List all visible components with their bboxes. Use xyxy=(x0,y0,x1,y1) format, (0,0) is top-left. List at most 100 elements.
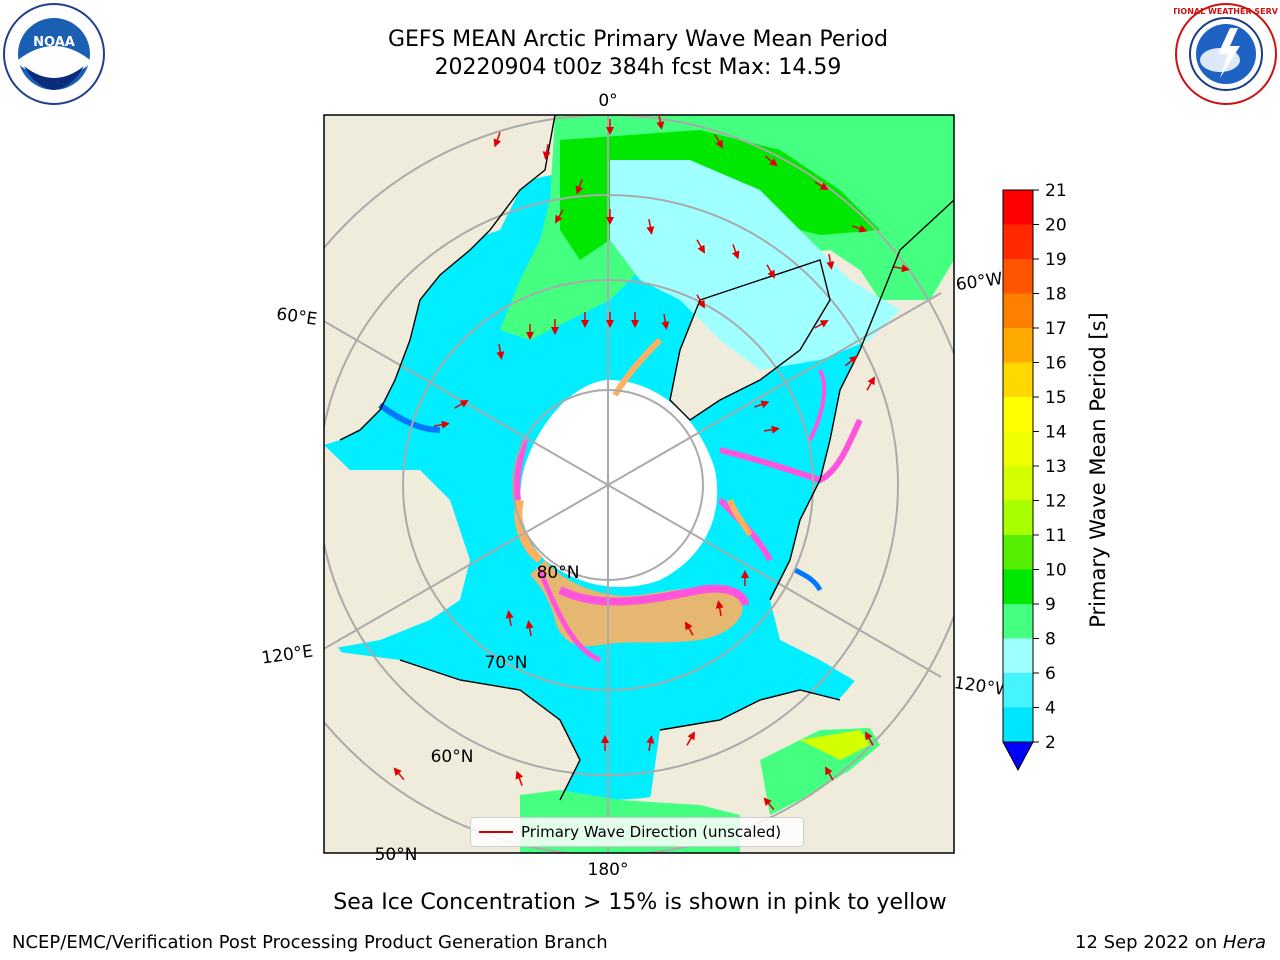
wave-direction-arrow xyxy=(551,319,559,335)
colorbar-band xyxy=(1003,397,1033,432)
wave-direction-arrow xyxy=(763,797,775,811)
lat-label-70n: 70°N xyxy=(485,653,528,673)
colorbar-band xyxy=(1003,362,1033,398)
map-subtitle-run: 20220904 t00z 384h fcst Max: 14.59 xyxy=(434,55,842,80)
legend-label: Primary Wave Direction (unscaled) xyxy=(521,823,782,841)
colorbar-band xyxy=(1003,466,1033,501)
wave-direction-arrow xyxy=(393,767,405,781)
map-legend: Primary Wave Direction (unscaled) xyxy=(470,817,804,847)
wave-direction-arrow xyxy=(844,355,858,367)
wave-direction-arrow xyxy=(763,425,780,434)
wave-direction-arrow xyxy=(525,620,534,637)
footer-host: Hera xyxy=(1222,932,1266,953)
wave-direction-arrow xyxy=(661,313,670,330)
legend-swatch xyxy=(479,831,513,833)
lon-label-120e: 120°E xyxy=(260,642,314,669)
polar-cap xyxy=(520,380,718,588)
wave-direction-arrow xyxy=(866,376,875,391)
wave-direction-arrow xyxy=(515,770,524,786)
graticule xyxy=(324,115,954,853)
colorbar-band xyxy=(1003,707,1033,743)
nws-logo: NATIONAL WEATHER SERVICE xyxy=(1174,3,1278,105)
lat-label-60n: 60°N xyxy=(431,747,474,767)
wave-direction-arrow xyxy=(505,610,514,627)
wave-direction-arrow xyxy=(825,766,834,781)
colorbar-tick-label: 14 xyxy=(1045,423,1067,443)
wave-direction-arrow xyxy=(696,294,705,309)
colorbar-tick-label: 18 xyxy=(1045,285,1067,305)
wave-direction-arrow xyxy=(814,181,829,190)
wave-direction-arrow xyxy=(686,731,695,746)
lat-label-80n: 80°N xyxy=(537,563,580,583)
colorbar-tick-label: 2 xyxy=(1045,733,1056,753)
wave-direction-arrow xyxy=(631,312,639,328)
noaa-logo-text: NOAA xyxy=(33,35,75,50)
wave-direction-arrow xyxy=(685,621,694,636)
colorbar-band xyxy=(1003,431,1033,467)
footer-branch: NCEP/EMC/Verification Post Processing Pr… xyxy=(12,932,608,953)
colorbar-tick-label: 20 xyxy=(1045,216,1067,236)
colorbar-tick-label: 6 xyxy=(1045,664,1056,684)
colorbar-tick-label: 17 xyxy=(1045,319,1067,339)
wave-direction-arrow xyxy=(526,324,534,340)
colorbar-band xyxy=(1003,638,1033,674)
wave-direction-arrow xyxy=(766,264,775,279)
wave-direction-arrow xyxy=(606,209,614,225)
colorbar-band xyxy=(1003,293,1033,329)
wave-direction-arrow xyxy=(646,218,655,235)
wave-direction-arrow xyxy=(814,320,829,329)
colorbar-tick-label: 4 xyxy=(1045,699,1056,719)
map-frame xyxy=(323,114,955,854)
map-title: GEFS MEAN Arctic Primary Wave Mean Perio… xyxy=(387,27,888,52)
colorbar-tick-label: 21 xyxy=(1045,181,1067,201)
colorbar-band xyxy=(1003,604,1033,639)
colorbar-under-triangle xyxy=(1002,741,1034,772)
nws-logo-text: NATIONAL WEATHER SERVICE xyxy=(1174,7,1278,16)
wave-direction-arrow xyxy=(493,132,502,148)
wave-direction-arrow xyxy=(826,253,835,270)
wave-direction-arrow xyxy=(656,113,665,130)
wave-direction-arrow xyxy=(731,244,740,260)
wave-direction-arrow xyxy=(893,264,910,273)
wave-direction-arrows xyxy=(393,113,910,811)
footer-date: 12 Sep 2022 on Hera xyxy=(1075,932,1266,953)
wave-direction-arrow xyxy=(764,155,778,167)
wave-direction-arrow xyxy=(606,312,614,328)
colorbar-band xyxy=(1003,190,1033,225)
colorbar-band xyxy=(1003,259,1033,294)
footer-date-text: 12 Sep 2022 on xyxy=(1075,932,1223,953)
lat-label-50n: 50°N xyxy=(375,845,418,865)
colorbar-tick-label: 9 xyxy=(1045,595,1056,615)
sea-ice-note: Sea Ice Concentration > 15% is shown in … xyxy=(333,890,947,915)
colorbar-band xyxy=(1003,224,1033,260)
wave-direction-arrow xyxy=(601,735,609,751)
wave-direction-arrow xyxy=(714,134,723,149)
colorbar-label: Primary Wave Mean Period [s] xyxy=(1086,312,1110,628)
wave-direction-arrow xyxy=(454,400,469,409)
wave-direction-arrow xyxy=(715,600,724,617)
colorbar-tick-label: 11 xyxy=(1045,526,1067,546)
wave-direction-arrow xyxy=(646,735,655,752)
lon-label-180: 180° xyxy=(588,860,629,880)
wave-direction-arrow xyxy=(754,400,770,409)
colorbar-tick-label: 13 xyxy=(1045,457,1067,477)
colorbar-band xyxy=(1003,673,1033,708)
colorbar-tick-label: 8 xyxy=(1045,630,1056,650)
wave-direction-arrow xyxy=(496,343,505,360)
colorbar-tick-label: 12 xyxy=(1045,492,1067,512)
lon-label-60e: 60°E xyxy=(275,304,318,329)
colorbar-tick-label: 19 xyxy=(1045,250,1067,270)
wave-direction-arrow xyxy=(433,420,450,429)
wave-direction-arrow xyxy=(696,239,705,254)
wave-direction-arrow xyxy=(606,119,614,135)
wave-direction-arrow xyxy=(865,731,874,746)
noaa-logo: NOAA xyxy=(3,3,105,105)
wave-direction-arrow xyxy=(581,312,589,328)
coastlines xyxy=(339,115,954,801)
colorbar: 21 20 19 18 17 16 15 14 13 12 11 10 9 8 6 4 2 xyxy=(1002,181,1067,772)
wave-direction-arrow xyxy=(741,570,749,586)
colorbar-band xyxy=(1003,500,1033,536)
lon-label-0: 0° xyxy=(598,91,617,111)
wave-direction-arrow xyxy=(575,179,584,195)
